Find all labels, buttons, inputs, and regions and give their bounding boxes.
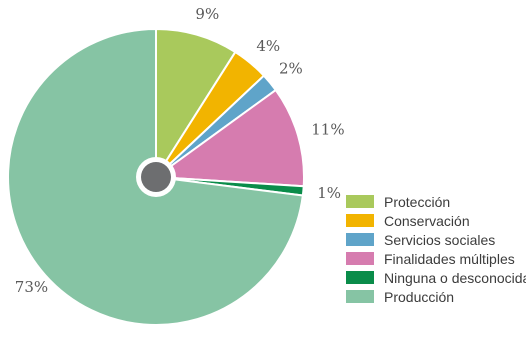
slice-finalidades-multiples (155, 89, 305, 188)
legend-swatch (346, 290, 374, 303)
center-hole (136, 157, 176, 197)
legend-swatch (346, 233, 374, 246)
legend: Protección Conservación Servicios sociales… (346, 194, 526, 305)
legend-label: Producción (384, 289, 454, 305)
legend-label: Conservación (384, 213, 470, 229)
legend-item-finalidades-multiples: Finalidades múltiples (346, 251, 515, 267)
legend-swatch (346, 252, 374, 265)
legend-item-conservacion: Conservación (346, 213, 470, 229)
percent-label-proteccion: 9% (195, 5, 219, 23)
legend-item-proteccion: Protección (346, 194, 450, 210)
percent-label-produccion: 73% (15, 278, 48, 296)
legend-item-produccion: Producción (346, 289, 454, 305)
legend-swatch (346, 271, 374, 284)
percent-label-servicios-sociales: 2% (279, 60, 303, 78)
legend-item-servicios-sociales: Servicios sociales (346, 232, 495, 248)
percent-label-ninguna-o-desconocida: 1% (317, 184, 341, 202)
legend-label: Ninguna o desconocida (384, 270, 526, 286)
legend-label: Servicios sociales (384, 232, 495, 248)
legend-label: Finalidades múltiples (384, 251, 515, 267)
percent-label-finalidades-multiples: 11% (311, 121, 344, 139)
percent-label-conservacion: 4% (256, 37, 280, 55)
legend-item-ninguna-o-desconocida: Ninguna o desconocida (346, 270, 526, 286)
slice-proteccion (155, 28, 237, 178)
legend-label: Protección (384, 194, 450, 210)
legend-swatch (346, 214, 374, 227)
percent-labels: 9% 4% 2% 11% 1% 73% (15, 5, 345, 296)
legend-swatch (346, 195, 374, 208)
